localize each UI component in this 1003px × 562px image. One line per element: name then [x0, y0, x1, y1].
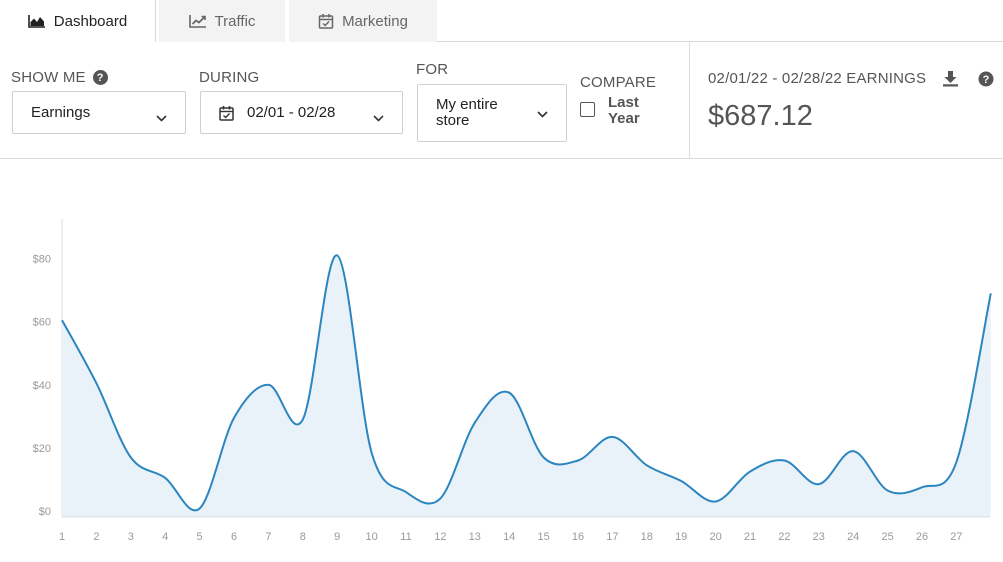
y-tick-label: $80	[33, 254, 51, 266]
x-tick-label: 2	[93, 531, 99, 543]
store-select[interactable]: My entire store	[417, 84, 567, 142]
filter-divider	[689, 42, 690, 159]
x-tick-label: 10	[365, 531, 377, 543]
calendar-check-icon	[318, 13, 334, 29]
chevron-down-icon	[156, 109, 167, 126]
x-tick-label: 17	[606, 531, 618, 543]
tab-marketing[interactable]: Marketing	[289, 0, 437, 42]
x-tick-label: 19	[675, 531, 687, 543]
x-tick-label: 8	[300, 531, 306, 543]
show-me-value: Earnings	[31, 104, 91, 121]
show-me-label: SHOW ME ?	[11, 69, 108, 86]
x-tick-label: 25	[881, 531, 893, 543]
tab-bar: Dashboard Traffic Marketing	[0, 0, 1003, 42]
x-tick-label: 5	[197, 531, 203, 543]
chevron-down-icon	[373, 109, 384, 126]
compare-option-line1: Last	[608, 94, 639, 111]
x-tick-label: 18	[641, 531, 653, 543]
during-label: DURING	[199, 69, 259, 86]
show-me-label-text: SHOW ME	[11, 69, 86, 86]
store-value-line1: My entire	[436, 96, 498, 113]
x-tick-label: 16	[572, 531, 584, 543]
x-tick-label: 9	[334, 531, 340, 543]
date-range-select[interactable]: 02/01 - 02/28	[200, 91, 403, 134]
y-tick-label: $40	[33, 380, 51, 392]
x-tick-label: 14	[503, 531, 515, 543]
y-axis-ticks: $0 $20 $40 $60 $80	[33, 254, 51, 518]
compare-label-text: COMPARE	[580, 74, 657, 91]
help-icon[interactable]: ?	[978, 71, 994, 92]
show-me-select[interactable]: Earnings	[12, 91, 186, 134]
earnings-area-chart: $0$20$40$60$80 1 2 3 4 5 6 7 8 9 10 11 12 13 14 15 16 17…	[33, 219, 992, 543]
x-tick-label: 1	[59, 531, 65, 543]
help-icon[interactable]: ?	[92, 70, 108, 85]
compare-last-year-label[interactable]: Last Year	[608, 95, 640, 127]
x-tick-label: 7	[265, 531, 271, 543]
x-tick-label: 22	[778, 531, 790, 543]
tab-traffic[interactable]: Traffic	[159, 0, 285, 42]
date-range-value: 02/01 - 02/28	[247, 104, 336, 121]
compare-label: COMPARE	[580, 74, 656, 91]
x-tick-label: 21	[744, 531, 756, 543]
x-tick-label: 6	[231, 531, 237, 543]
tab-dashboard-label: Dashboard	[53, 12, 128, 30]
earnings-chart: $0 $20 $40 $60 $80 1 2 3 4 5 6 7 8 9 10 11 12 13 14 15 16 17…	[0, 159, 1003, 562]
store-value-line2: store	[436, 112, 470, 129]
x-tick-label: 26	[916, 531, 928, 543]
tab-marketing-label: Marketing	[342, 12, 408, 30]
earnings-area-fill	[62, 255, 991, 517]
tab-traffic-label: Traffic	[214, 12, 256, 30]
x-tick-label: 15	[537, 531, 549, 543]
calendar-check-icon	[219, 105, 234, 121]
svg-text:?: ?	[983, 74, 990, 86]
x-axis-ticks: 1 2 3 4 5 6 7 8 9 10 11 12 13 14 15 16 17 18 19 20 21 22 23 24 2…	[59, 531, 963, 543]
y-tick-label: $20	[33, 443, 51, 455]
earnings-title: 02/01/22 - 02/28/22 EARNINGS	[708, 70, 927, 87]
earnings-value: $687.12	[708, 100, 813, 132]
x-tick-label: 11	[400, 531, 411, 543]
x-tick-label: 3	[128, 531, 134, 543]
x-tick-label: 13	[469, 531, 481, 543]
x-tick-label: 4	[162, 531, 168, 543]
store-value: My entire store	[436, 97, 498, 129]
earnings-line	[61, 254, 992, 512]
x-tick-label: 12	[434, 531, 446, 543]
x-tick-label: 27	[950, 531, 962, 543]
tab-bar-divider	[437, 41, 1003, 42]
x-tick-label: 20	[709, 531, 721, 543]
during-label-text: DURING	[199, 69, 260, 86]
compare-option-line2: Year	[608, 110, 640, 127]
download-icon[interactable]	[942, 70, 959, 92]
tab-dashboard[interactable]: Dashboard	[0, 0, 156, 42]
y-tick-label: $60	[33, 317, 51, 329]
filter-bar: SHOW ME ? Earnings DURING 02/01 - 02/28 …	[0, 42, 1003, 159]
y-tick-label: $0	[39, 506, 51, 518]
compare-last-year-checkbox[interactable]	[580, 102, 595, 117]
line-chart-icon	[188, 14, 207, 28]
area-chart-icon	[27, 14, 46, 28]
x-tick-label: 23	[813, 531, 825, 543]
x-tick-label: 24	[847, 531, 859, 543]
for-label-text: FOR	[416, 61, 449, 78]
chevron-down-icon	[537, 105, 548, 122]
for-label: FOR	[416, 61, 448, 78]
